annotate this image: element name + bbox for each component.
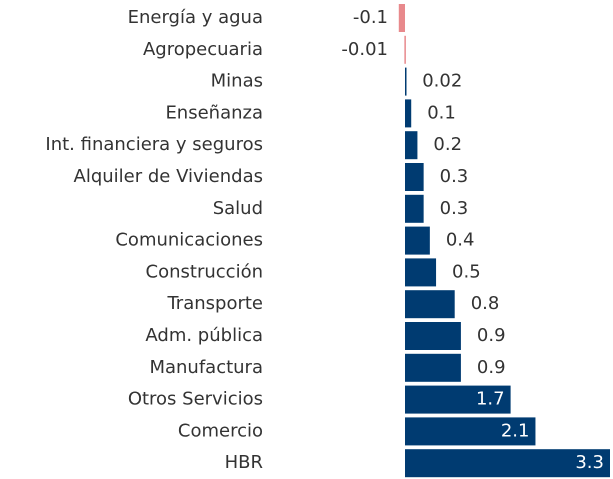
value-label: 0.3 (440, 166, 469, 187)
value-label: 0.2 (433, 134, 462, 155)
bar (405, 449, 610, 478)
bar (405, 99, 412, 128)
bar (405, 353, 461, 382)
category-label: Otros Servicios (128, 389, 263, 410)
bar (404, 35, 406, 64)
value-label: -0.1 (353, 7, 388, 28)
bar (405, 322, 461, 350)
value-label: 2.1 (501, 420, 530, 441)
value-label: 0.1 (427, 102, 456, 123)
value-label: 0.3 (440, 198, 469, 219)
value-label: 0.9 (477, 325, 506, 346)
value-label: 0.5 (452, 261, 481, 282)
category-label: HBR (225, 452, 263, 473)
bar (405, 131, 418, 160)
bar (405, 290, 455, 319)
value-label: 0.02 (422, 71, 462, 92)
category-label: Agropecuaria (143, 39, 263, 60)
bar (405, 194, 424, 223)
bar (405, 163, 424, 191)
value-label: 3.3 (575, 452, 604, 473)
category-label: Adm. pública (145, 325, 263, 346)
value-label: -0.01 (341, 39, 388, 60)
category-label: Comercio (178, 420, 263, 441)
category-label: Minas (211, 71, 263, 92)
bar (398, 4, 405, 32)
value-label: 0.9 (477, 357, 506, 378)
bar (405, 385, 511, 414)
value-label: 0.8 (471, 293, 500, 314)
category-label: Int. financiera y seguros (45, 134, 263, 155)
category-label: Construcción (146, 261, 263, 282)
category-label: Enseñanza (165, 102, 263, 123)
bar (405, 67, 407, 96)
category-label: Transporte (166, 293, 263, 314)
category-label: Salud (213, 198, 263, 219)
category-label: Manufactura (149, 357, 263, 378)
value-label: 1.7 (476, 389, 505, 410)
category-label: Energía y agua (128, 7, 263, 28)
bar (405, 417, 536, 446)
value-label: 0.4 (446, 230, 475, 251)
bar (405, 258, 437, 287)
bar (405, 226, 430, 255)
category-label: Comunicaciones (115, 230, 263, 251)
category-label: Alquiler de Viviendas (74, 166, 263, 187)
